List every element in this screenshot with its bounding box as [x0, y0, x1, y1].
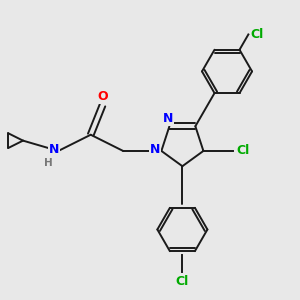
Text: N: N [163, 112, 173, 125]
Text: O: O [97, 90, 108, 103]
Text: N: N [150, 143, 160, 156]
Text: Cl: Cl [250, 28, 264, 41]
Text: N: N [49, 143, 59, 156]
Text: Cl: Cl [176, 274, 189, 287]
Text: Cl: Cl [236, 144, 250, 158]
Text: H: H [44, 158, 52, 168]
